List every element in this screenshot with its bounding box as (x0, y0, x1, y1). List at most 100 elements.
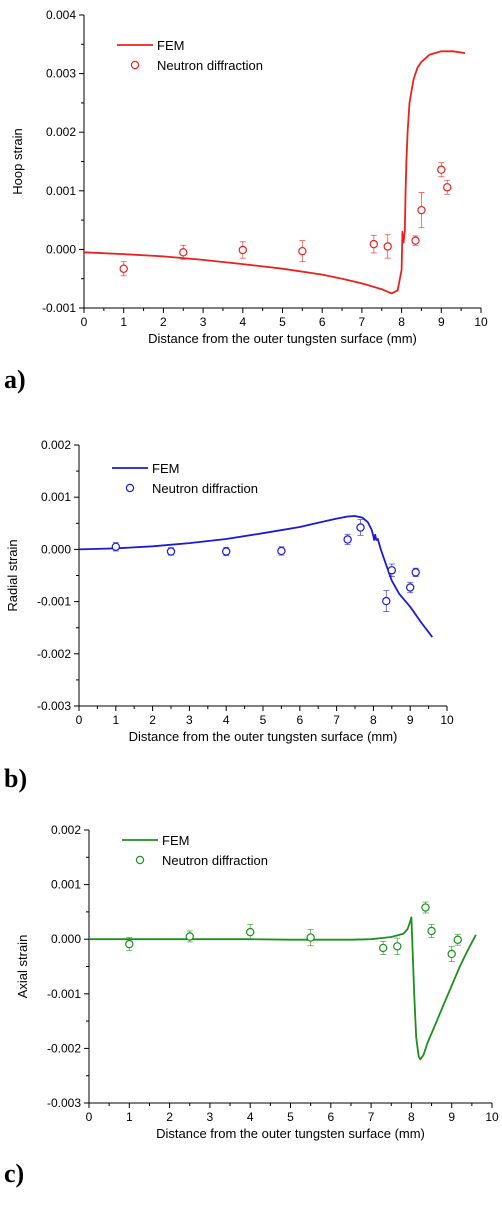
fem-series-line (89, 916, 477, 1061)
legend-fem-label: FEM (157, 38, 184, 53)
x-tick-label: 4 (247, 1110, 254, 1124)
x-tick-label: 10 (485, 1110, 499, 1124)
x-tick-label: 4 (239, 315, 246, 329)
data-point (443, 183, 452, 192)
data-point (356, 523, 365, 532)
x-tick-label: 2 (166, 1110, 173, 1124)
x-tick-label: 8 (398, 315, 405, 329)
fem-series-line (78, 515, 434, 638)
x-tick-label: 2 (149, 713, 156, 727)
x-tick-label: 5 (279, 315, 286, 329)
x-tick-label: 1 (120, 315, 127, 329)
legend-neutron-label: Neutron diffraction (162, 853, 268, 868)
data-point (421, 903, 430, 912)
data-point (221, 547, 231, 556)
panel-label-c: c) (4, 1159, 25, 1188)
x-axis-title: Distance from the outer tungsten surface… (156, 1126, 425, 1141)
x-tick-label: 0 (86, 1110, 93, 1124)
x-tick-label: 0 (76, 713, 83, 727)
data-point (417, 205, 426, 215)
y-axis-title: Radial strain (5, 539, 20, 611)
x-tick-label: 0 (81, 315, 88, 329)
data-point (382, 596, 391, 606)
y-tick-label: 0.000 (51, 932, 81, 946)
y-tick-label: 0.001 (51, 878, 81, 892)
data-point (437, 165, 446, 174)
y-tick-label: 0.002 (41, 438, 71, 452)
x-tick-label: 5 (287, 1110, 294, 1124)
x-tick-label: 3 (186, 713, 193, 727)
chart-panel-b: 0 1 2 3 4 5 6 7 8 9 10 -0.003 -0.002 -0.001 0.000 0.001… (0, 430, 502, 815)
x-axis-title: Distance from the outer tungsten surface… (129, 729, 398, 744)
axial-strain-chart: 0 1 2 3 4 5 6 7 8 9 10 -0.003 -0.002 -0.001 0.000 0.001… (15, 823, 499, 1141)
x-tick-label: 1 (126, 1110, 133, 1124)
y-tick-label: -0.003 (47, 1096, 81, 1110)
legend-neutron-swatch (125, 483, 135, 493)
y-tick-label: 0.001 (41, 490, 71, 504)
x-tick-label: 7 (359, 315, 366, 329)
data-point (411, 568, 420, 577)
panel-label-b: b) (4, 764, 28, 793)
y-tick-label: -0.001 (47, 987, 81, 1001)
data-point (111, 542, 121, 551)
data-point (406, 583, 415, 592)
legend-neutron-swatch (135, 855, 145, 865)
legend-neutron-label: Neutron diffraction (157, 58, 263, 73)
y-axis-title: Axial strain (15, 935, 30, 999)
x-tick-label: 9 (407, 713, 414, 727)
data-point (343, 535, 352, 544)
x-tick-label: 9 (438, 315, 445, 329)
data-point (306, 933, 315, 942)
y-tick-label: -0.003 (37, 699, 71, 713)
data-point (453, 935, 462, 944)
y-tick-label: 0.000 (41, 542, 71, 556)
chart-panel-c: 0 1 2 3 4 5 6 7 8 9 10 -0.003 -0.002 -0.001 0.000 0.001… (0, 815, 502, 1208)
y-tick-label: 0.000 (46, 242, 76, 256)
data-point (166, 547, 176, 556)
y-tick-label: -0.002 (47, 1041, 81, 1055)
y-tick-label: -0.001 (37, 595, 71, 609)
x-tick-label: 8 (370, 713, 377, 727)
data-point (125, 939, 134, 949)
x-tick-label: 7 (368, 1110, 375, 1124)
x-tick-label: 8 (408, 1110, 415, 1124)
y-tick-label: 0.003 (46, 67, 76, 81)
legend-neutron-swatch (130, 60, 140, 70)
data-point (369, 239, 379, 249)
data-point (427, 926, 436, 936)
data-point (411, 236, 420, 245)
data-point (185, 932, 194, 941)
x-tick-label: 3 (207, 1110, 214, 1124)
x-tick-label: 6 (296, 713, 303, 727)
x-tick-label: 6 (327, 1110, 334, 1124)
y-tick-label: 0.004 (46, 8, 76, 22)
data-point (378, 943, 388, 953)
y-tick-label: 0.002 (51, 823, 81, 837)
x-tick-label: 3 (200, 315, 207, 329)
data-point (245, 927, 255, 937)
x-tick-label: 1 (112, 713, 119, 727)
data-point (119, 264, 128, 273)
data-point (383, 242, 392, 251)
data-point (277, 546, 286, 556)
data-point (447, 949, 456, 959)
y-axis-title: Hoop strain (10, 128, 25, 194)
x-tick-label: 10 (440, 713, 454, 727)
x-tick-label: 6 (319, 315, 326, 329)
data-point (238, 245, 247, 255)
panel-label-a: a) (4, 365, 26, 394)
radial-strain-chart: 0 1 2 3 4 5 6 7 8 9 10 -0.003 -0.002 -0.001 0.000 0.001… (5, 438, 454, 744)
fem-series-line (83, 50, 466, 295)
x-tick-label: 9 (448, 1110, 455, 1124)
x-tick-label: 7 (333, 713, 340, 727)
y-tick-label: -0.001 (42, 301, 76, 315)
legend-neutron-label: Neutron diffraction (152, 481, 258, 496)
x-tick-label: 5 (260, 713, 267, 727)
chart-panel-a: 0 1 2 3 4 5 6 7 8 9 10 -0.001 0.000 0.001 0.002 0.003 0.… (0, 0, 502, 430)
y-tick-label: -0.002 (37, 647, 71, 661)
x-tick-label: 2 (160, 315, 167, 329)
y-tick-label: 0.001 (46, 184, 76, 198)
x-axis-title: Distance from the outer tungsten surface… (148, 331, 417, 346)
data-point (393, 942, 402, 951)
x-tick-label: 10 (474, 315, 488, 329)
